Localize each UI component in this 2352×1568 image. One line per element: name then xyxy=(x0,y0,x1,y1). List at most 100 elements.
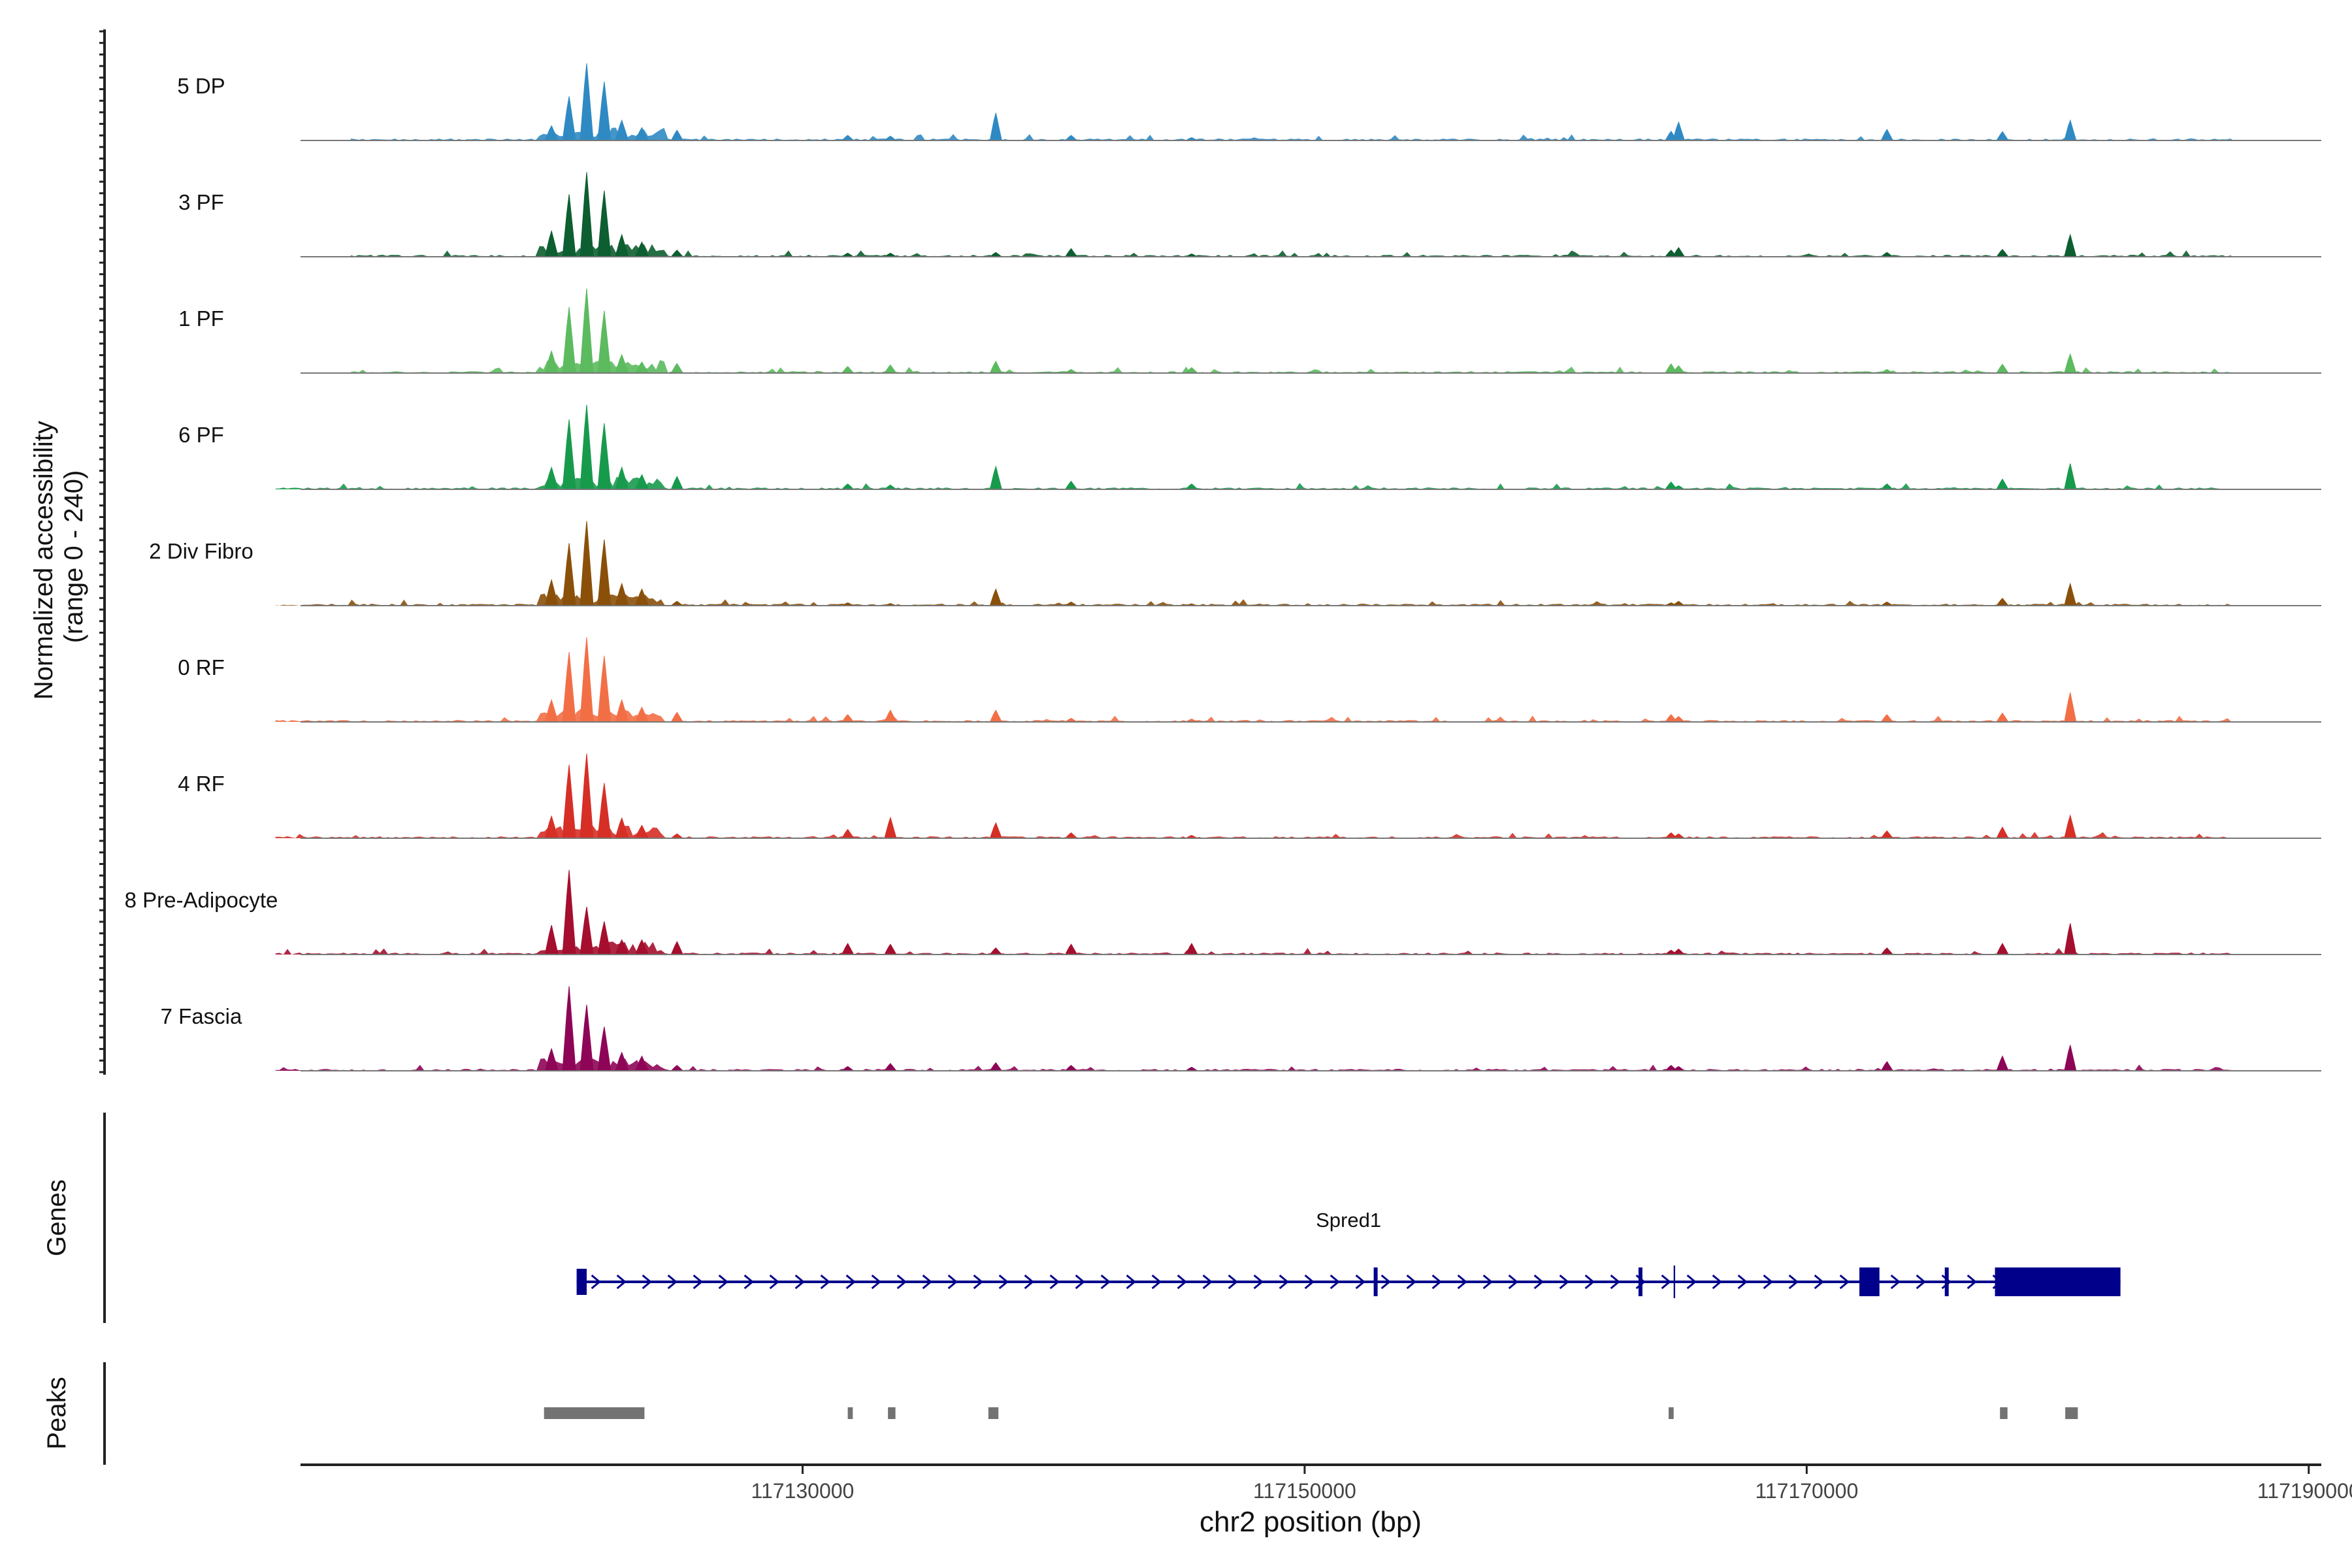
coverage-track: 2 Div Fibro xyxy=(149,521,2321,606)
track-label: 2 Div Fibro xyxy=(149,539,253,563)
coverage-background-signal xyxy=(275,476,2234,489)
gene-exon xyxy=(1373,1267,1378,1296)
peak-intervals xyxy=(544,1407,2078,1419)
strand-arrow-icon xyxy=(1304,1274,1315,1290)
strand-arrow-icon xyxy=(845,1274,856,1290)
strand-arrow-icon xyxy=(1737,1274,1748,1290)
peak-interval xyxy=(544,1407,645,1419)
strand-arrow-icon xyxy=(1126,1274,1136,1290)
coverage-y-axis-ticks xyxy=(99,30,105,1073)
strand-arrow-icon xyxy=(1814,1274,1824,1290)
peak-interval xyxy=(1669,1407,1674,1419)
strand-arrow-icon xyxy=(693,1274,703,1290)
coverage-background-signal xyxy=(275,593,2234,606)
strand-arrow-icon xyxy=(1712,1274,1722,1290)
strand-arrow-icon xyxy=(1559,1274,1569,1290)
strand-arrow-icon xyxy=(1330,1274,1340,1290)
track-label: 7 Fascia xyxy=(161,1004,242,1028)
genes-panel: Genes Spred1 xyxy=(42,1113,2121,1323)
gene-model-spred1 xyxy=(576,1266,2121,1298)
gene-exon xyxy=(1673,1266,1675,1298)
strand-arrow-icon xyxy=(998,1274,1009,1290)
coverage-y-axis-title-line2: (range 0 - 240) xyxy=(59,470,88,644)
coverage-background-signal xyxy=(275,941,2234,955)
gene-exon xyxy=(1638,1267,1642,1296)
strand-arrow-icon xyxy=(1890,1274,1901,1290)
strand-arrow-icon xyxy=(794,1274,805,1290)
coverage-tracks: 5 DP 3 PF 1 PF 6 PF 2 Div Fibro 0 RF 4 RF 8 Pre… xyxy=(125,63,2321,1071)
strand-arrow-icon xyxy=(1508,1274,1518,1290)
strand-arrow-icon xyxy=(1482,1274,1493,1290)
peak-interval xyxy=(2000,1407,2008,1419)
strand-arrow-icon xyxy=(1661,1274,1671,1290)
strand-arrow-icon xyxy=(871,1274,881,1290)
track-label: 5 DP xyxy=(177,74,225,98)
coverage-y-axis-title: Normalized accessibility (range 0 - 240) xyxy=(29,414,88,700)
strand-arrow-icon xyxy=(1431,1274,1442,1290)
peak-interval xyxy=(988,1407,999,1419)
strand-arrow-icon xyxy=(667,1274,678,1290)
genes-panel-title: Genes xyxy=(42,1179,71,1256)
x-axis-tick-label: 117130000 xyxy=(751,1479,855,1503)
strand-arrow-icon xyxy=(1100,1274,1111,1290)
strand-arrow-icon xyxy=(1151,1274,1162,1290)
track-label: 0 RF xyxy=(178,655,225,679)
peak-interval xyxy=(888,1407,896,1419)
coverage-background-signal xyxy=(350,244,2234,257)
coverage-track: 7 Fascia xyxy=(161,986,2321,1071)
x-axis-title: chr2 position (bp) xyxy=(1200,1506,1422,1538)
coverage-y-axis-title-line1: Normalized accessibility xyxy=(29,421,58,700)
coverage-track: 5 DP xyxy=(177,63,2321,141)
gene-exon xyxy=(1859,1267,1880,1296)
strand-arrow-icon xyxy=(1228,1274,1238,1290)
peaks-panel: Peaks xyxy=(42,1362,2078,1465)
strand-arrow-icon xyxy=(1202,1274,1213,1290)
strand-arrow-icon xyxy=(820,1274,830,1290)
strand-arrow-icon xyxy=(1457,1274,1467,1290)
x-axis-tick-label: 117170000 xyxy=(1755,1479,1858,1503)
strand-arrow-icon xyxy=(1916,1274,1926,1290)
track-label: 1 PF xyxy=(178,306,224,331)
strand-arrow-icon xyxy=(1406,1274,1416,1290)
peaks-panel-title: Peaks xyxy=(42,1377,71,1449)
gene-exon xyxy=(1995,1267,2121,1296)
track-label: 4 RF xyxy=(178,772,225,796)
coverage-track: 6 PF xyxy=(178,404,2321,490)
strand-arrow-icon xyxy=(1967,1274,1977,1290)
strand-arrow-icon xyxy=(1788,1274,1799,1290)
x-axis-ticks: 117130000 117150000 117170000 117190000 xyxy=(751,1465,2352,1503)
x-axis-tick-label: 117190000 xyxy=(2257,1479,2352,1503)
strand-arrow-icon xyxy=(1279,1274,1289,1290)
coverage-track: 1 PF xyxy=(178,288,2321,374)
strand-arrow-icon xyxy=(1839,1274,1850,1290)
coverage-background-signal xyxy=(350,360,2234,373)
track-label: 3 PF xyxy=(178,190,224,214)
strand-arrow-icon xyxy=(947,1274,958,1290)
coverage-track: 4 RF xyxy=(178,753,2321,839)
coverage-track: 0 RF xyxy=(178,637,2321,723)
strand-arrow-icon xyxy=(616,1274,627,1290)
track-label: 8 Pre-Adipocyte xyxy=(125,888,278,912)
strand-arrow-icon xyxy=(1763,1274,1773,1290)
strand-arrow-icon xyxy=(1253,1274,1264,1290)
strand-arrow-icon xyxy=(591,1274,601,1290)
gene-exon xyxy=(1944,1267,1949,1296)
coverage-background-signal xyxy=(350,127,2234,140)
strand-arrow-icon xyxy=(1686,1274,1697,1290)
x-axis-tick-label: 117150000 xyxy=(1253,1479,1356,1503)
strand-arrow-icon xyxy=(1610,1274,1620,1290)
gene-name-label: Spred1 xyxy=(1316,1209,1381,1232)
coverage-track: 3 PF xyxy=(178,172,2321,257)
strand-arrow-icon xyxy=(1941,1274,1952,1290)
strand-arrow-icon xyxy=(1533,1274,1544,1290)
strand-arrow-icon xyxy=(1024,1274,1034,1290)
strand-arrow-icon xyxy=(1380,1274,1391,1290)
strand-arrow-icon xyxy=(642,1274,652,1290)
strand-arrow-icon xyxy=(896,1274,907,1290)
coverage-panel: 5 DP 3 PF 1 PF 6 PF 2 Div Fibro 0 RF 4 RF 8 Pre… xyxy=(29,29,2321,1075)
strand-arrow-icon xyxy=(973,1274,983,1290)
strand-arrow-icon xyxy=(1584,1274,1595,1290)
strand-arrow-icon xyxy=(1049,1274,1060,1290)
